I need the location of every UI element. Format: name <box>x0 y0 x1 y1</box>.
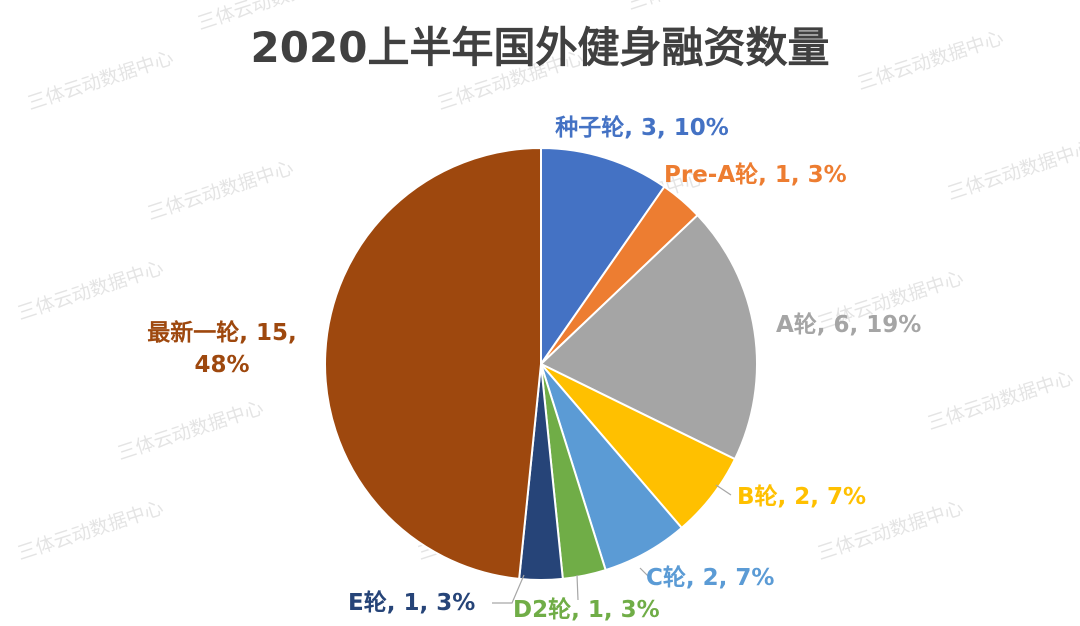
pie-slice-最新一轮 <box>324 146 542 580</box>
pie-slice-A轮 <box>539 213 758 461</box>
watermark-text: 三体云动数据中心 <box>115 397 266 465</box>
leader-line-C轮 <box>639 567 651 579</box>
watermark-text: 三体云动数据中心 <box>945 137 1080 205</box>
watermark-text: 三体云动数据中心 <box>625 0 776 15</box>
slice-labels: 种子轮, 3, 10% Pre-A轮, 1, 3% A轮, 6, 19% B轮, 2,… <box>147 114 921 623</box>
watermark-text: 三体云动数据中心 <box>145 157 296 225</box>
slice-label-C轮: C轮, 2, 7% <box>646 564 774 591</box>
leader-line-E轮 <box>492 574 525 604</box>
leader-line-D2轮 <box>576 574 579 601</box>
watermark-text: 三体云动数据中心 <box>15 257 166 325</box>
watermark-text: 三体云动数据中心 <box>925 367 1076 435</box>
watermark-text: 三体云动数据中心 <box>855 27 1006 95</box>
watermark-text: 三体云动数据中心 <box>15 497 166 565</box>
slice-label-A轮: A轮, 6, 19% <box>776 311 921 338</box>
slice-label-最新一轮: 最新一轮, 15, 48% <box>147 319 297 378</box>
watermark-text: 三体云动数据中心 <box>25 47 176 115</box>
slice-label-种子轮: 种子轮, 3, 10% <box>554 114 729 141</box>
slice-label-Pre-A轮: Pre-A轮, 1, 3% <box>664 161 847 188</box>
chart-title: 2020上半年国外健身融资数量 <box>251 23 830 72</box>
leader-lines <box>492 484 732 604</box>
slice-label-B轮: B轮, 2, 7% <box>737 483 866 510</box>
pie-slice-种子轮 <box>540 146 666 368</box>
slice-label-E轮: E轮, 1, 3% <box>348 589 475 616</box>
pie-slices <box>324 146 758 581</box>
slice-label-D2轮: D2轮, 1, 3% <box>513 596 660 623</box>
leader-line-B轮 <box>715 484 732 496</box>
